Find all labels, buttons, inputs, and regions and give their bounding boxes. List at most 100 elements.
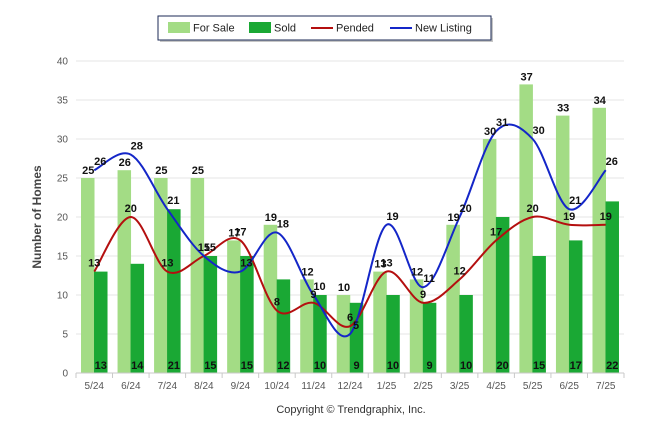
- pended-value-label: 12: [453, 265, 465, 277]
- pended-value-label: 17: [234, 226, 246, 238]
- pended-value-label: 9: [420, 289, 426, 301]
- pended-value-label: 6: [347, 312, 353, 324]
- sold-value-label: 15: [533, 360, 545, 372]
- new-listing-value-label: 18: [277, 219, 289, 231]
- pended-value-label: 9: [310, 289, 316, 301]
- sold-value-label: 9: [353, 360, 359, 372]
- pended-value-label: 13: [161, 258, 173, 270]
- sold-value-label: 15: [204, 360, 216, 372]
- sold-value-label: 9: [427, 360, 433, 372]
- pended-value-label: 15: [198, 242, 210, 254]
- bar-for-sale: [336, 295, 351, 373]
- for-sale-value-label: 34: [594, 95, 607, 107]
- new-listing-value-label: 21: [167, 195, 179, 207]
- sold-value-label: 10: [460, 360, 472, 372]
- pended-value-label: 17: [490, 226, 502, 238]
- sold-value-label: 22: [606, 360, 618, 372]
- legend-label: For Sale: [193, 23, 235, 35]
- for-sale-value-label: 33: [557, 103, 569, 115]
- y-tick-label: 20: [57, 213, 69, 224]
- for-sale-value-label: 19: [265, 212, 277, 224]
- bar-for-sale: [555, 115, 570, 373]
- x-tick-label: 10/24: [264, 381, 289, 392]
- copyright-footer: Copyright © Trendgraphix, Inc.: [276, 404, 425, 416]
- new-listing-value-label: 26: [606, 156, 618, 168]
- new-listing-value-label: 20: [459, 203, 471, 215]
- bar-sold: [568, 240, 583, 373]
- y-tick-label: 25: [57, 174, 69, 185]
- pended-value-label: 19: [600, 211, 612, 223]
- legend-swatch: [168, 22, 190, 33]
- legend-label: New Listing: [415, 23, 472, 35]
- bar-for-sale: [263, 224, 278, 373]
- sold-value-label: 10: [314, 360, 326, 372]
- new-listing-value-label: 15: [204, 242, 216, 254]
- sold-value-label: 13: [95, 360, 107, 372]
- x-tick-label: 9/24: [231, 381, 251, 392]
- bar-sold: [203, 256, 218, 373]
- y-tick-label: 15: [57, 252, 69, 263]
- new-listing-value-label: 21: [569, 195, 581, 207]
- bar-for-sale: [117, 170, 132, 373]
- axes: 0 5 10 15 20 25 30 35 40 5/24 6/24 7/24 8/24 9/24 10/2…: [57, 57, 625, 392]
- y-tick-label: 5: [62, 330, 68, 341]
- pended-value-label: 19: [563, 211, 575, 223]
- bar-sold: [349, 302, 364, 373]
- bar-sold: [386, 295, 400, 373]
- bar-for-sale: [446, 224, 460, 373]
- x-tick-label: 4/25: [486, 381, 506, 392]
- new-listing-value-label: 19: [386, 211, 398, 223]
- x-tick-label: 6/25: [559, 381, 579, 392]
- pended-value-label: 20: [527, 203, 539, 215]
- x-tick-label: 5/25: [523, 381, 543, 392]
- for-sale-value-label: 25: [192, 165, 204, 177]
- pended-value-label: 8: [274, 297, 280, 309]
- for-sale-value-label: 25: [155, 165, 167, 177]
- sold-value-label: 17: [570, 360, 582, 372]
- bar-sold: [276, 279, 291, 373]
- new-listing-value-label: 30: [533, 125, 545, 137]
- x-tick-label: 7/25: [596, 381, 616, 392]
- bar-sold: [605, 201, 619, 373]
- bar-sold: [94, 271, 108, 373]
- sold-value-label: 14: [131, 360, 144, 372]
- bar-sold: [459, 295, 473, 373]
- sold-value-label: 12: [277, 360, 289, 372]
- y-tick-label: 30: [57, 135, 69, 146]
- legend-label: Pended: [336, 23, 374, 35]
- bar-sold: [495, 217, 510, 373]
- sold-value-label: 10: [387, 360, 399, 372]
- sold-value-label: 15: [241, 360, 253, 372]
- for-sale-value-label: 12: [411, 266, 423, 278]
- bar-for-sale: [190, 178, 205, 373]
- for-sale-value-label: 19: [447, 212, 459, 224]
- new-listing-value-label: 10: [313, 281, 325, 293]
- bar-sold: [313, 295, 327, 373]
- bar-sold: [167, 209, 181, 373]
- bar-for-sale: [373, 271, 387, 373]
- bar-for-sale: [227, 240, 241, 373]
- sold-value-label: 21: [168, 360, 180, 372]
- y-tick-label: 10: [57, 291, 69, 302]
- for-sale-value-label: 17: [228, 227, 240, 239]
- y-tick-label: 35: [57, 96, 69, 107]
- legend-label: Sold: [274, 23, 296, 35]
- line-pended: [93, 215, 606, 328]
- lines: [93, 123, 607, 338]
- sold-value-label: 20: [497, 360, 509, 372]
- for-sale-value-label: 12: [301, 266, 313, 278]
- bar-for-sale: [482, 139, 497, 373]
- x-tick-label: 3/25: [450, 381, 470, 392]
- x-tick-label: 6/24: [121, 381, 141, 392]
- new-listing-value-label: 5: [353, 320, 359, 332]
- bar-for-sale: [81, 178, 95, 373]
- pended-value-label: 13: [380, 258, 392, 270]
- bar-sold: [532, 256, 546, 373]
- bar-sold: [240, 256, 254, 373]
- x-tick-label: 12/24: [337, 381, 362, 392]
- for-sale-value-label: 13: [374, 259, 386, 271]
- bar-sold: [422, 302, 437, 373]
